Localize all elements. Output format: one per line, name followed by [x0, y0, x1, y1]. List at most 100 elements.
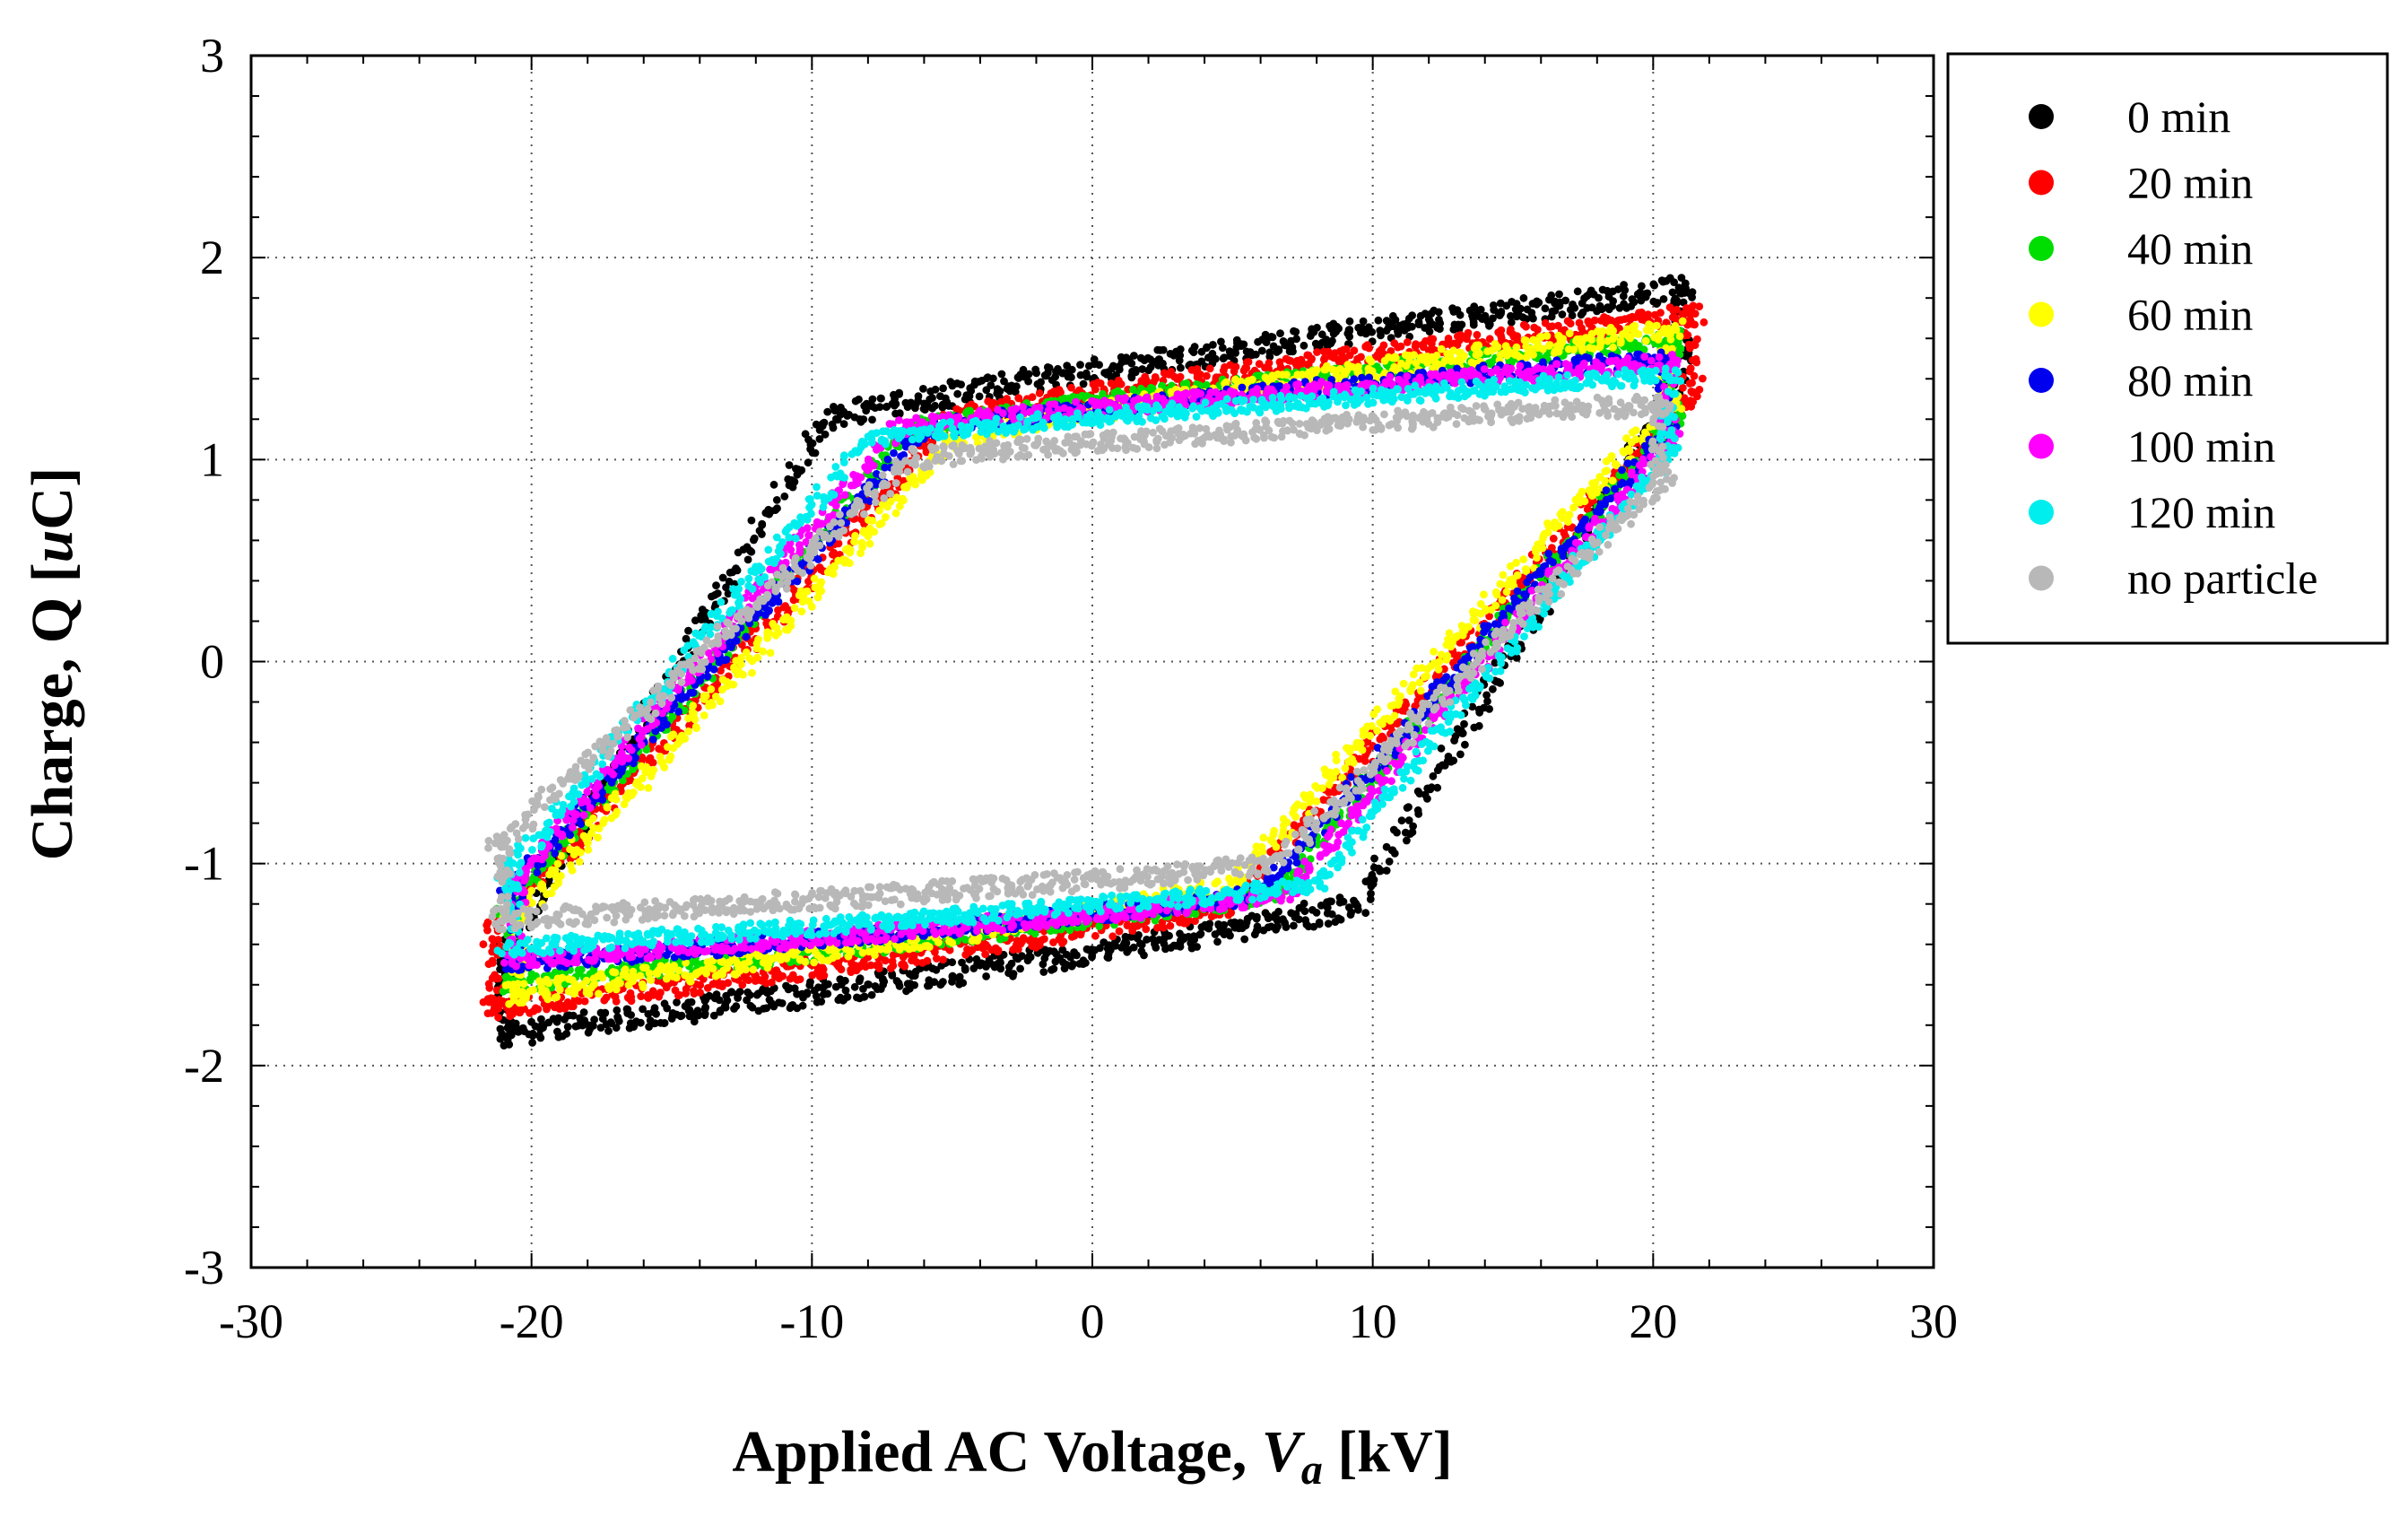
data-point: [1602, 457, 1611, 466]
data-point: [1572, 496, 1581, 505]
data-point: [669, 744, 678, 753]
data-point: [868, 517, 877, 525]
data-point: [668, 1011, 677, 1020]
data-point: [1463, 331, 1472, 340]
data-point: [977, 959, 986, 968]
data-point: [911, 480, 920, 489]
data-point: [1549, 535, 1558, 543]
data-point: [1496, 679, 1504, 687]
data-point: [1140, 951, 1148, 960]
data-point: [1569, 503, 1578, 512]
data-point: [970, 380, 978, 389]
data-point: [1643, 289, 1652, 298]
data-point: [1037, 378, 1045, 387]
data-point: [789, 973, 798, 982]
data-point: [1110, 380, 1119, 389]
data-point: [1409, 822, 1417, 831]
data-point: [1447, 637, 1456, 645]
data-point: [1103, 945, 1112, 953]
data-point: [1054, 364, 1062, 373]
data-point: [584, 834, 593, 842]
data-point: [1361, 909, 1370, 918]
data-point: [1475, 349, 1483, 358]
data-point: [1415, 678, 1424, 687]
data-point: [627, 1011, 635, 1019]
data-point: [644, 784, 653, 792]
data-point: [741, 973, 750, 982]
data-point: [1584, 317, 1593, 326]
data-point: [1275, 358, 1284, 366]
data-point: [1533, 553, 1541, 562]
data-point: [1244, 358, 1253, 366]
data-point: [1387, 846, 1396, 855]
data-point: [1079, 960, 1088, 968]
data-point: [553, 859, 562, 868]
data-point: [773, 504, 781, 513]
data-point: [1430, 648, 1438, 656]
data-point: [1675, 332, 1684, 341]
data-point: [600, 996, 609, 1005]
data-point: [1214, 921, 1223, 929]
data-point: [1489, 684, 1497, 693]
data-point: [859, 415, 868, 423]
data-point: [1595, 293, 1603, 302]
data-point: [837, 403, 845, 412]
data-point: [1225, 347, 1234, 355]
data-point: [1430, 357, 1439, 366]
data-point: [490, 1004, 499, 1013]
data-point: [639, 1005, 647, 1014]
data-point: [874, 961, 883, 970]
grid: [251, 56, 1934, 1268]
data-point: [1631, 426, 1640, 435]
data-point: [850, 982, 859, 991]
data-point: [1426, 785, 1435, 794]
data-point: [1032, 369, 1040, 378]
data-point: [717, 667, 725, 675]
data-point: [895, 390, 903, 398]
data-point: [867, 990, 876, 999]
data-point: [1456, 750, 1465, 759]
data-point: [895, 410, 904, 418]
data-point: [816, 580, 824, 588]
data-point: [1016, 964, 1024, 973]
data-point: [1699, 374, 1707, 383]
data-point: [787, 616, 795, 624]
data-point: [1354, 324, 1363, 332]
data-point: [1656, 309, 1665, 317]
data-point: [682, 634, 691, 643]
data-point: [733, 566, 742, 575]
data-point: [1014, 394, 1023, 403]
data-point: [1631, 329, 1640, 337]
data-point: [1445, 353, 1453, 362]
data-point: [926, 395, 935, 404]
data-point: [726, 568, 735, 577]
data-point: [543, 1005, 551, 1014]
data-point: [1268, 371, 1277, 380]
data-point: [1482, 605, 1490, 614]
data-point: [987, 401, 996, 410]
data-point: [925, 976, 934, 985]
data-point: [565, 999, 574, 1008]
data-point: [1597, 305, 1606, 314]
data-point: [1461, 740, 1469, 749]
data-point: [961, 936, 969, 944]
data-point: [1622, 434, 1630, 442]
data-point: [1604, 336, 1612, 345]
data-point: [1209, 341, 1217, 349]
data-point: [808, 439, 817, 448]
data-point: [1004, 969, 1013, 978]
data-point: [676, 735, 685, 744]
data-point: [1489, 314, 1497, 323]
data-point: [1401, 351, 1410, 360]
data-point: [1575, 339, 1583, 348]
data-point: [831, 982, 840, 991]
data-point: [616, 782, 625, 791]
data-point: [1378, 733, 1387, 742]
data-point: [1534, 326, 1542, 334]
data-point: [1140, 356, 1149, 364]
data-point: [576, 848, 585, 857]
data-point: [600, 815, 609, 824]
data-point: [1468, 702, 1477, 711]
data-point: [1169, 372, 1178, 381]
